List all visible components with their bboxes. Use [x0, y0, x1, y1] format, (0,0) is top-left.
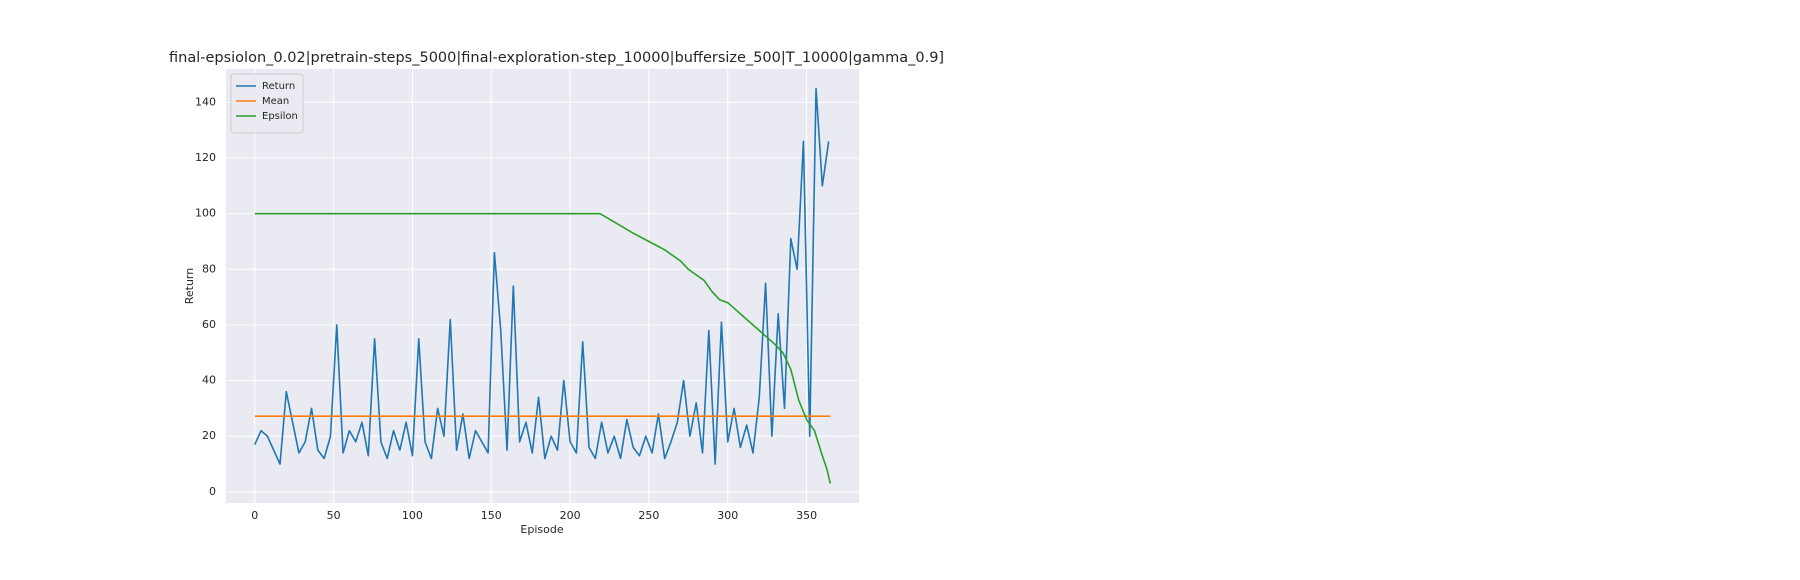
y-tick-label: 20: [202, 429, 216, 442]
legend-label: Return: [262, 81, 295, 92]
legend-label: Mean: [262, 96, 289, 107]
x-tick-label: 150: [481, 509, 502, 522]
x-tick-label: 100: [402, 509, 423, 522]
y-tick-label: 120: [195, 151, 216, 164]
chart-title: final-epsiolon_0.02|pretrain-steps_5000|…: [169, 50, 944, 66]
y-tick-label: 40: [202, 374, 216, 387]
legend-box: [230, 73, 304, 134]
y-axis-label: Return: [183, 268, 196, 305]
x-axis-label: Episode: [520, 523, 563, 536]
y-tick-label: 140: [195, 95, 216, 108]
x-tick-label: 0: [251, 509, 258, 522]
x-tick-label: 50: [327, 509, 341, 522]
y-tick-label: 100: [195, 207, 216, 220]
x-tick-label: 250: [638, 509, 659, 522]
line-series: [254, 212, 832, 484]
x-tick-label: 300: [717, 509, 738, 522]
line-series: [254, 87, 830, 465]
y-tick-label: 80: [202, 262, 216, 275]
x-tick-label: 200: [560, 509, 581, 522]
x-tick-label: 350: [796, 509, 817, 522]
legend-label: Epsilon: [262, 111, 298, 122]
y-tick-label: 60: [202, 318, 216, 331]
y-tick-label: 0: [209, 485, 216, 498]
